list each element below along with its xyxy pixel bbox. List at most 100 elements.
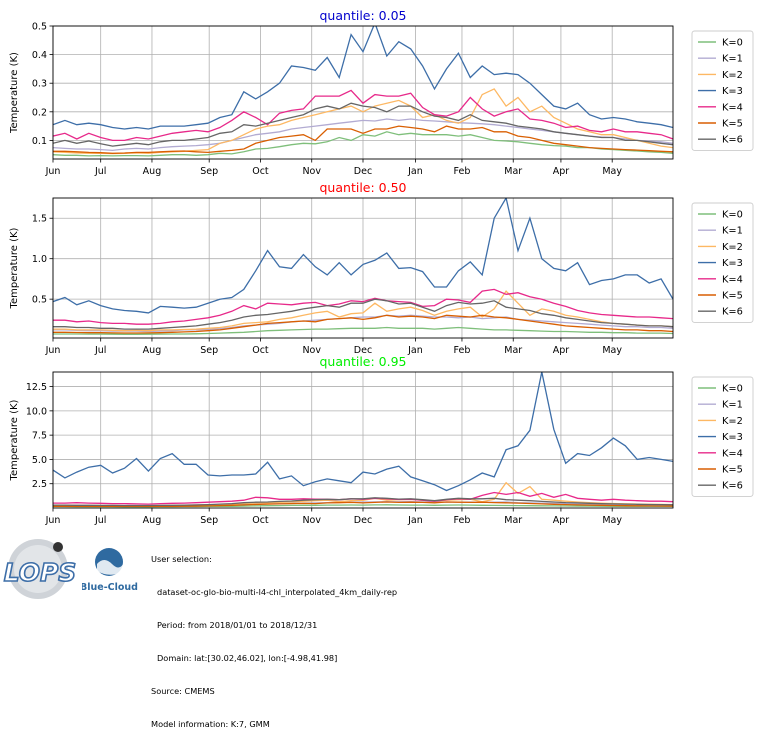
lops-logo: LOPS [3,539,77,599]
legend-label: K=6 [722,481,743,492]
legend-label: K=3 [722,432,743,443]
y-tick-label: 0.5 [32,22,47,33]
legend-label: K=0 [722,384,743,395]
y-tick-label: 0.4 [32,50,47,61]
legend-label: K=5 [722,119,743,130]
y-tick-label: 2.5 [32,479,47,490]
series-line-K0 [53,326,673,335]
x-tick-label: Jun [45,345,61,356]
legend-label: K=2 [722,70,743,81]
x-tick-label: Aug [143,166,162,177]
legend-label: K=3 [722,258,743,269]
legend-label: K=0 [722,38,743,49]
x-tick-label: Oct [252,515,269,526]
legend-label: K=2 [722,242,743,253]
legend-label: K=4 [722,102,743,113]
y-tick-label: 0.3 [32,79,47,90]
selection-domain: Domain: lat:[30.02,46.02], lon:[-4.98,41… [157,653,338,663]
y-tick-label: 1.5 [32,214,47,225]
legend-label: K=6 [722,307,743,318]
y-tick-label: 0.2 [32,107,47,118]
x-tick-label: Apr [553,515,570,526]
series-line-K5 [53,314,673,334]
y-axis-label: Temperature (K) [9,399,20,481]
x-tick-label: Jan [407,515,423,526]
y-tick-label: 0.1 [32,136,47,147]
blue-cloud-logo: Blue-Cloud [82,548,138,593]
x-tick-label: Apr [553,166,570,177]
legend-label: K=4 [722,274,743,285]
x-tick-label: Dec [354,166,372,177]
selection-model: Model information: K:7, GMM [151,719,270,729]
x-tick-label: Aug [143,345,162,356]
x-tick-label: Aug [143,515,162,526]
legend: K=0 K=1 K=2 K=3 K=4 K=5 K=6 [691,202,754,323]
figure: Jun Jul Aug Sep Oct Nov Dec Jan Feb Mar Apr May 0.1 0… [9,8,754,526]
user-selection-info: User selection: dataset-oc-glo-bio-multi… [151,532,397,752]
panel-quantile-005: Jun Jul Aug Sep Oct Nov Dec Jan Feb Mar Apr May 0.1 0… [9,8,754,177]
x-tick-label: Jan [407,166,423,177]
x-tick-label: Sep [200,515,218,526]
legend-label: K=5 [722,291,743,302]
x-tick-label: May [602,345,622,356]
series-line-K6 [53,497,673,507]
y-tick-label: 1.0 [32,254,47,265]
y-tick-label: 10.0 [26,406,47,417]
x-tick-label: Nov [302,166,321,177]
series-line-K6 [53,298,673,330]
series-line-K5 [53,501,673,508]
x-tick-label: Mar [504,515,522,526]
series-line-K0 [53,131,673,157]
x-tick-label: Nov [302,515,321,526]
selection-period: Period: from 2018/01/01 to 2018/12/31 [157,620,318,630]
x-tick-label: Nov [302,345,321,356]
legend-label: K=1 [722,400,743,411]
x-tick-label: Feb [454,515,471,526]
legend-label: K=3 [722,86,743,97]
blue-cloud-logo-text: Blue-Cloud [82,582,138,593]
legend-label: K=2 [722,416,743,427]
legend-label: K=1 [722,226,743,237]
series-line-K3 [53,198,673,314]
series-line-K6 [53,102,673,147]
x-tick-label: Mar [504,166,522,177]
y-axis-label: Temperature (K) [9,227,20,309]
legend-label: K=5 [722,465,743,476]
x-tick-label: May [602,515,622,526]
chart-title: quantile: 0.50 [320,180,407,195]
x-tick-label: Jun [45,166,61,177]
series-line-K5 [53,125,673,154]
legend-label: K=4 [722,448,743,459]
chart-title: quantile: 0.95 [320,354,407,369]
series-line-K3 [53,372,673,492]
y-tick-label: 0.5 [32,295,47,306]
footer: LOPS Blue-Cloud User selection: dataset-… [0,530,762,729]
x-tick-label: Apr [553,345,570,356]
x-tick-label: Oct [252,345,269,356]
x-tick-label: Dec [354,345,372,356]
x-tick-label: Feb [454,345,471,356]
lops-logo-text: LOPS [4,558,77,587]
x-tick-label: May [602,166,622,177]
x-tick-label: Feb [454,166,471,177]
legend-label: K=0 [722,210,743,221]
x-tick-label: Jul [94,515,106,526]
selection-source: Source: CMEMS [151,686,215,696]
legend-label: K=6 [722,135,743,146]
x-tick-label: Jul [94,345,106,356]
series-line-K4 [53,89,673,142]
legend: K=0 K=1 K=2 K=3 K=4 K=5 K=6 [691,30,754,151]
y-axis-label: Temperature (K) [9,52,20,134]
selection-title: User selection: [151,554,212,564]
series-line-K2 [53,290,673,332]
series-line-K4 [53,288,673,325]
x-tick-label: Jun [45,515,61,526]
y-tick-label: 5.0 [32,455,47,466]
x-tick-label: Oct [252,166,269,177]
x-tick-label: Mar [504,345,522,356]
selection-dataset: dataset-oc-glo-bio-multi-l4-chl_interpol… [157,587,398,597]
series-line-K2 [53,88,673,155]
legend-label: K=1 [722,54,743,65]
y-tick-label: 12.5 [26,382,47,393]
chart-title: quantile: 0.05 [320,8,407,23]
